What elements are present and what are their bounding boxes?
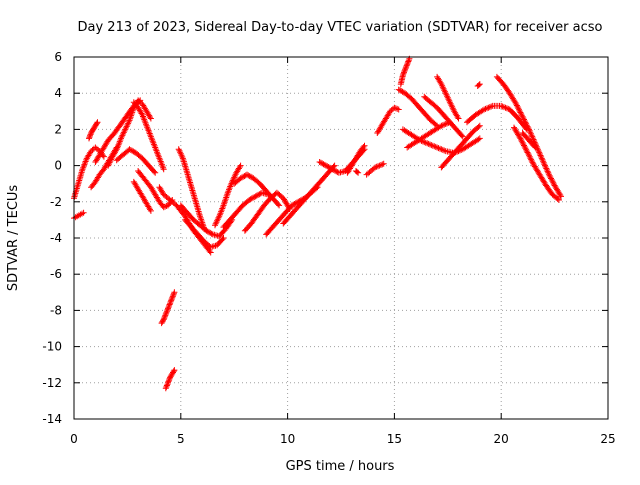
data-track (399, 126, 483, 156)
x-axis: 0 5 10 15 20 25 (70, 57, 616, 446)
data-track (438, 122, 483, 171)
y-tick-label: -14 (42, 412, 62, 426)
data-track (105, 97, 154, 169)
data-track (113, 146, 159, 176)
data-track (241, 189, 293, 234)
x-tick-label: 15 (387, 432, 402, 446)
data-points (71, 55, 564, 392)
y-tick-label: 0 (54, 159, 62, 173)
x-tick-label: 20 (494, 432, 509, 446)
grid-lines (74, 57, 608, 419)
data-track (395, 86, 441, 129)
y-tick-label: -8 (50, 303, 62, 317)
data-track (162, 367, 178, 392)
data-track (353, 168, 362, 176)
x-axis-title: GPS time / hours (286, 459, 395, 474)
data-track (130, 99, 167, 173)
data-track (280, 162, 338, 227)
data-track (404, 119, 453, 151)
x-tick-label: 10 (280, 432, 295, 446)
y-tick-label: 2 (54, 122, 62, 136)
data-track (135, 168, 176, 211)
data-track (86, 119, 101, 142)
data-track (130, 178, 154, 214)
data-track (182, 216, 227, 251)
chart-title: Day 213 of 2023, Sidereal Day-to-day VTE… (78, 20, 603, 35)
y-axis-title: SDTVAR / TECUs (6, 185, 21, 292)
data-track (511, 124, 562, 203)
data-track (397, 55, 413, 88)
y-tick-label: 6 (54, 50, 62, 64)
data-track (363, 160, 387, 178)
data-track (344, 142, 368, 176)
data-track (220, 189, 272, 231)
y-tick-label: -2 (50, 195, 62, 209)
data-track (421, 93, 466, 140)
x-tick-label: 0 (70, 432, 78, 446)
data-track (231, 171, 283, 209)
data-track (474, 81, 483, 89)
y-tick-label: -4 (50, 231, 62, 245)
y-tick-label: -10 (42, 340, 62, 354)
data-track (175, 146, 208, 232)
y-tick-label: -12 (42, 376, 62, 390)
data-track (374, 104, 402, 136)
x-tick-label: 25 (600, 432, 615, 446)
x-tick-label: 5 (177, 432, 185, 446)
y-tick-label: -6 (50, 267, 62, 281)
data-track (464, 102, 530, 133)
data-track (493, 73, 564, 200)
data-track (434, 73, 462, 122)
y-tick-label: 4 (54, 86, 62, 100)
data-track (71, 209, 87, 222)
y-axis: -14 -12 -10 -8 -6 -4 -2 0 2 4 6 (42, 50, 608, 426)
data-track (158, 289, 178, 327)
data-track (212, 162, 244, 229)
data-track (519, 130, 539, 151)
